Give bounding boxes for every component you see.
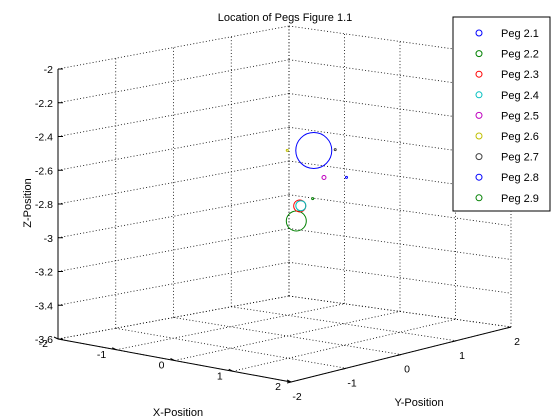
z-tick-label: -2.2 [35, 98, 53, 110]
side-wall-grid-line [288, 126, 512, 159]
legend-marker-icon [475, 111, 483, 119]
x-tick-label: 0 [159, 360, 165, 372]
legend-marker-icon [475, 70, 483, 78]
legend-label: Peg 2.1 [501, 28, 539, 40]
y-tick-mark [506, 326, 512, 329]
back-wall-grid-line [57, 228, 290, 272]
legend-marker-icon [475, 194, 483, 202]
legend: Peg 2.1 Peg 2.2 Peg 2.3 Peg 2.4 Peg 2.5 Peg 2… [452, 16, 551, 212]
y-tick-label: 1 [459, 350, 465, 362]
back-wall-grid-line [57, 160, 290, 205]
legend-marker-icon [475, 91, 483, 99]
back-wall-grid-line [57, 25, 290, 70]
legend-entries: Peg 2.1 Peg 2.2 Peg 2.3 Peg 2.4 Peg 2.5 Peg 2… [475, 28, 539, 205]
side-wall-grid-line [288, 25, 512, 58]
y-tick-label: -2 [292, 391, 301, 403]
back-wall-grid-line [57, 261, 290, 306]
back-wall-grid-line [57, 194, 290, 239]
z-tick-label: -3.4 [35, 300, 53, 312]
z-tick-label: -2.4 [35, 132, 53, 144]
chart-title: Location of Pegs Figure 1.1 [218, 12, 353, 24]
back-wall-grid-line [57, 126, 290, 171]
y-tick-label: 2 [514, 336, 520, 348]
legend-label: Peg 2.2 [501, 49, 539, 61]
legend-marker-icon [475, 173, 483, 181]
legend-marker-icon [475, 50, 483, 58]
x-tick-mark [170, 358, 175, 361]
legend-label: Peg 2.3 [501, 69, 539, 81]
legend-label: Peg 2.9 [501, 193, 539, 205]
floor-grid-line [231, 306, 457, 342]
x-tick-mark [228, 368, 233, 372]
back-wall-grid-line [57, 93, 290, 137]
y-tick-mark [341, 367, 347, 370]
x-tick-mark [53, 336, 59, 340]
x-tick-label: 1 [217, 370, 223, 382]
legend-box [452, 16, 551, 212]
z-axis-label: Z-Position [22, 178, 34, 228]
x-axis-label: X-Position [153, 407, 203, 419]
floor-grid-line [116, 303, 345, 351]
tick-labels: -2 -1 0 1 2 -2 -1 0 1 2 -2 -2.2 -2.4 -2.6 -2.8 -3 -3.2 -3… [35, 64, 520, 403]
legend-label: Peg 2.8 [501, 172, 539, 184]
z-tick-label: -3.6 [35, 334, 53, 346]
floor-grid-line [173, 317, 402, 355]
z-tick-label: -3 [44, 233, 53, 245]
legend-label: Peg 2.6 [501, 131, 539, 143]
peg-marker [333, 148, 337, 152]
peg-marker [285, 210, 307, 232]
z-tick-label: -2 [44, 64, 53, 76]
back-wall-grid-line [57, 59, 290, 104]
x-tick-mark [112, 347, 117, 351]
side-wall-grid-line [288, 59, 512, 92]
axis-lines [53, 68, 512, 384]
legend-marker-icon [475, 153, 483, 161]
x-tick-label: -2 [39, 338, 48, 350]
side-wall-grid-line [288, 261, 512, 294]
legend-label: Peg 2.7 [501, 152, 539, 164]
legend-marker-icon [475, 29, 483, 37]
y-tick-label: -1 [347, 377, 356, 389]
x-tick-label: 2 [275, 381, 281, 393]
y-tick-mark [396, 354, 402, 356]
peg-marker [295, 200, 307, 212]
peg-marker [311, 197, 315, 201]
peg-marker [285, 148, 289, 152]
legend-label: Peg 2.4 [501, 90, 539, 102]
y-axis-label: Y-Position [394, 397, 443, 409]
x-tick-label: -1 [97, 349, 106, 361]
peg-marker [295, 132, 333, 170]
peg-marker [344, 175, 348, 179]
y-tick-label: 0 [404, 364, 410, 376]
grid-lines [57, 25, 512, 383]
back-wall-grid-line [57, 295, 290, 340]
data-markers [285, 132, 348, 232]
y-tick-mark [286, 381, 292, 384]
z-tick-label: -2.6 [35, 165, 53, 177]
floor-grid-line [115, 327, 347, 369]
z-tick-label: -3.2 [35, 267, 53, 279]
legend-label: Peg 2.5 [501, 110, 539, 122]
peg-marker [321, 174, 327, 180]
side-wall-grid-line [288, 194, 512, 227]
legend-marker-icon [475, 132, 483, 140]
z-tick-label: -2.8 [35, 199, 53, 211]
y-tick-mark [451, 340, 457, 343]
